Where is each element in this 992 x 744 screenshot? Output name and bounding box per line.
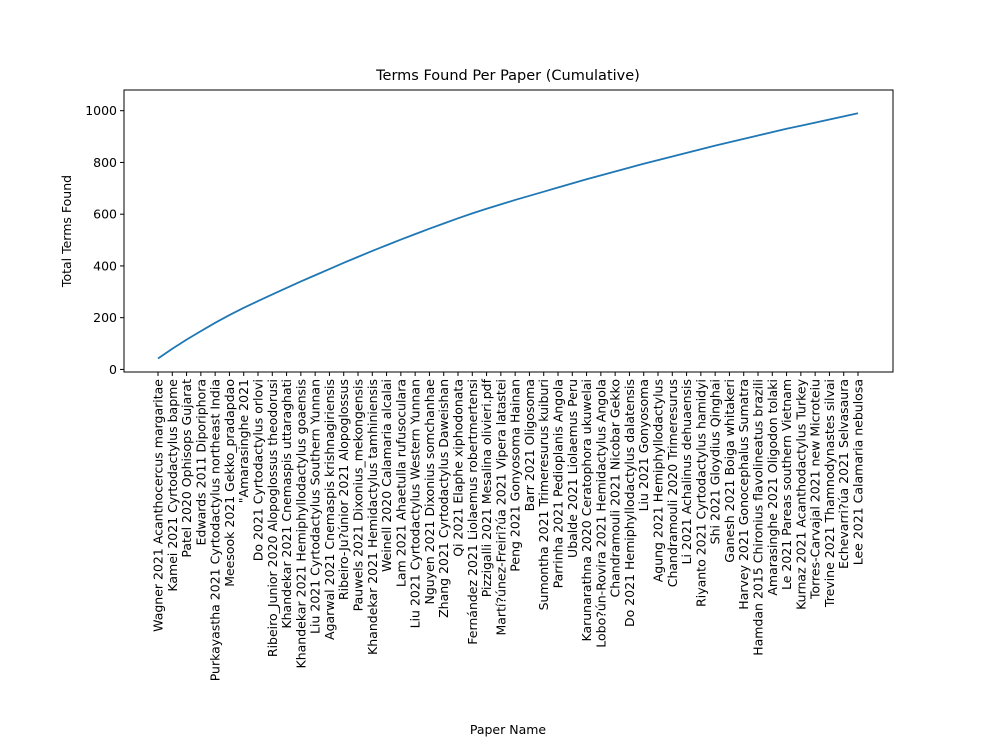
x-tick-label: Parrinha 2021 Pedioplanis Angola [551, 379, 566, 588]
chart-title: Terms Found Per Paper (Cumulative) [375, 68, 640, 84]
y-tick-label: 0 [109, 362, 117, 377]
y-tick-label: 400 [93, 258, 117, 273]
y-tick-label: 1000 [85, 103, 117, 118]
x-tick-label: Chandramouli 2021 Nicobar Gekko [608, 379, 623, 598]
x-tick-label: Nguyen 2021 Dixonius somchanhae [422, 379, 437, 605]
x-tick-label: Patel 2020 Ophisops Gujarat [179, 379, 194, 558]
x-tick-label: Ribeiro-Ju?únior 2021 Alopoglossus [336, 379, 351, 600]
x-tick-label: Liu 2021 Cyrtodactylus Western Yunnan [408, 379, 423, 628]
x-tick-label: Khandekar 2021 Hemiphyllodactylus goaens… [293, 379, 308, 669]
y-axis-label: Total Terms Found [59, 175, 74, 288]
x-tick-label: Sumontha 2021 Trimeresurus kuiburi [536, 379, 551, 610]
x-tick-label: Liu 2021 Gonyosoma [636, 379, 651, 511]
y-tick-label: 600 [93, 207, 117, 222]
x-tick-label: Karunarathna 2020 Ceratophora ukuwelai [579, 379, 594, 642]
x-tick-label: Qi 2021 Elaphe xiphodonata [451, 379, 466, 557]
x-tick-label: Pizzigalli 2021 Mesalina olivieri.pdf [479, 378, 494, 597]
x-tick-label: Harvey 2021 Gonocephalus Sumatra [736, 379, 751, 610]
x-tick-label: Pauwels 2021 Dixonius_mekongensis [351, 379, 366, 611]
x-tick-label: Peng 2021 Gonyosoma Hainan [508, 379, 523, 572]
y-tick-label: 200 [93, 310, 117, 325]
x-tick-label: Khandekar 2021 Cnemaspis uttaraghati [279, 379, 294, 629]
x-tick-label: "Amarasinghe 2021 [236, 379, 251, 503]
x-tick-label: Weinell 2020 Calamaria alcalai [379, 379, 394, 572]
x-tick-label: Kurnaz 2021 Acanthodactylus Turkey [793, 378, 808, 610]
x-tick-label: Hamdan 2015 Chironius flavolineatus braz… [751, 379, 766, 656]
x-tick-label: Torres-Carvajal 2021 new Microteiu [808, 379, 823, 600]
x-tick-label: Purkayastha 2021 Cyrtodactylus northeast… [208, 379, 223, 681]
x-tick-label: Do 2021 Cyrtodactylus orlovi [251, 379, 266, 561]
x-tick-label: Agarwal 2021 Cnemaspis krishnagiriensis [322, 379, 337, 640]
series-line [157, 112, 859, 360]
x-tick-label: Liu 2021 Cyrtodactylus Southern Yunnan [308, 379, 323, 634]
x-tick-label: Li 2021 Achalinus dehuaensis [679, 379, 694, 565]
x-tick-label: Fernández 2021 Liolaemus robertmertensi [465, 379, 480, 645]
x-tick-label: Do 2021 Hemiphyllodactylus dalatensis [622, 379, 637, 627]
x-tick-label: Le 2021 Pareas southern Vietnam [779, 379, 794, 590]
plot-frame [123, 89, 894, 373]
x-tick-label: Riyanto 2021 Cyrtodactylus hamidyi [693, 379, 708, 607]
x-tick-label: Meesook 2021 Gekko_pradapdao [222, 379, 237, 587]
x-tick-label: Ganesh 2021 Boiga whitakeri [722, 379, 737, 563]
x-tick-label: Trevine 2021 Thamnodynastes silvai [822, 379, 837, 608]
x-tick-label: Kamei 2021 Cyrtodactylus bapme [165, 379, 180, 592]
x-tick-label: Martí?únez-Freiri?úa 2021 Vipera lataste… [493, 379, 508, 636]
x-tick-label: Ubalde 2021 Liolaemus Peru [565, 379, 580, 558]
x-axis-label: Paper Name [470, 722, 547, 737]
x-tick-label: Shi 2021 Gloydius Qinghai [708, 379, 723, 544]
x-tick-label: Khandekar 2021 Hemidactylus tamhiniensis [365, 379, 380, 655]
x-tick-label: Wagner 2021 Acanthocercus margaritae [151, 379, 166, 632]
x-tick-label: Lee 2021 Calamaria nebulosa [851, 379, 866, 565]
x-tick-label: Lobo?ún-Rovira 2021 Hemidactylus Angola [593, 379, 608, 648]
x-axis: Wagner 2021 Acanthocercus margaritae Kame… [151, 372, 866, 681]
y-tick-label: 800 [93, 155, 117, 170]
x-tick-label: Zhang 2021 Cyrtodactylus Daweishan [436, 379, 451, 618]
x-tick-label: Agung 2021 Hemiphyllodactylus [651, 379, 666, 582]
y-axis: 0 200 400 600 800 1000 [85, 103, 124, 377]
x-tick-label: Edwards 2011 Diporiphora [193, 379, 208, 545]
x-tick-label: Echevarri?úa 2021 Selvasaura [836, 379, 851, 569]
x-tick-label: Amarasinghe 2021 Oligodon tolaki [765, 379, 780, 596]
x-tick-label: Barr 2021 Oligosoma [522, 379, 537, 511]
x-tick-label: Chandramouli 2020 Trimeresurus [665, 379, 680, 587]
x-tick-label: Ribeiro_Junior 2020 Alopoglossus theodor… [265, 379, 280, 657]
x-tick-label: Lam 2021 Ahaetulla rufusoculara [393, 379, 408, 587]
